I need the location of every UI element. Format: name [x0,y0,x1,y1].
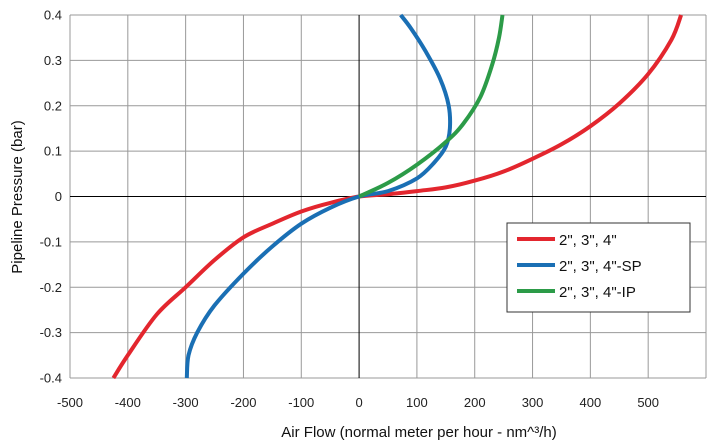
x-tick-label: -300 [173,395,199,410]
y-tick-label: -0.4 [40,371,62,386]
x-tick-label: 300 [522,395,544,410]
legend: 2", 3", 4" 2", 3", 4"-SP 2", 3", 4"-IP [506,222,691,313]
x-tick-label: -400 [115,395,141,410]
legend-label-2: 2", 3", 4"-IP [559,284,636,301]
y-tick-label: -0.1 [40,234,62,249]
legend-label-1: 2", 3", 4"-SP [559,258,642,275]
y-tick-label: 0.2 [44,98,62,113]
x-tick-label: -100 [288,395,314,410]
series-line-2 [358,14,505,199]
y-tick-label: 0.3 [44,53,62,68]
series-lines [111,13,683,380]
x-tick-label: 100 [406,395,428,410]
y-tick-label: 0 [55,189,62,204]
series-line-0 [111,14,683,380]
x-tick-label: -500 [57,395,83,410]
x-tick-label: 0 [355,395,362,410]
y-tick-label: 0.1 [44,144,62,159]
y-tick-label: 0.4 [44,8,62,23]
y-tick-label: -0.2 [40,280,62,295]
series-line-1 [184,13,453,379]
x-axis-label: Air Flow (normal meter per hour - nm^³/h… [281,424,556,441]
y-tick-labels: -0.4 -0.3 -0.2 -0.1 0 0.1 0.2 0.3 0.4 [40,8,62,386]
x-tick-label: 400 [580,395,602,410]
y-axis-label: Pipeline Pressure (bar) [9,120,26,273]
x-tick-label: 500 [637,395,659,410]
y-tick-label: -0.3 [40,325,62,340]
x-tick-label: -200 [230,395,256,410]
x-tick-label: 200 [464,395,486,410]
legend-label-0: 2", 3", 4" [559,232,617,249]
x-tick-labels: -500 -400 -300 -200 -100 0 100 200 300 400 500 [57,395,659,410]
